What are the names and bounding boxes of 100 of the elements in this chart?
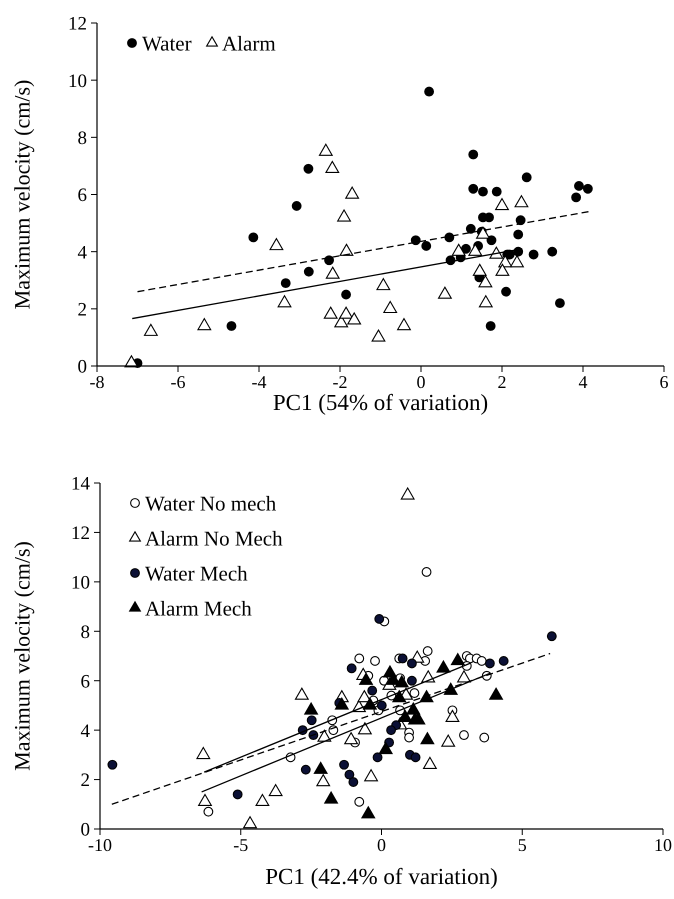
point	[476, 656, 487, 666]
y-tick-label: 6	[80, 671, 90, 692]
point	[358, 722, 372, 734]
point	[486, 235, 496, 246]
point	[450, 653, 465, 666]
point	[461, 244, 471, 254]
legend-label: Alarm No Mech	[145, 526, 284, 550]
point	[571, 192, 582, 202]
y-tick-label: 8	[80, 622, 90, 643]
point	[270, 238, 284, 250]
point	[248, 232, 258, 242]
point	[510, 255, 524, 268]
point	[304, 266, 314, 277]
point	[404, 732, 414, 742]
y-tick-label: 6	[78, 185, 87, 206]
point	[364, 769, 378, 782]
legend-label: Alarm Mech	[145, 596, 252, 620]
point	[528, 250, 539, 260]
point	[410, 235, 421, 246]
point	[420, 732, 434, 744]
point	[243, 816, 257, 828]
x-tick-label: -5	[233, 835, 248, 855]
point	[326, 266, 340, 279]
x-tick-label: -4	[252, 372, 266, 392]
point	[361, 806, 376, 818]
point	[410, 752, 420, 762]
point	[124, 355, 138, 368]
point	[398, 654, 408, 664]
y-axis-title: Maximum velocity (cm/s)	[10, 541, 35, 771]
legend-label: Water No mech	[145, 491, 277, 516]
point	[422, 646, 433, 656]
point	[383, 300, 398, 314]
x-tick-label: -10	[88, 835, 112, 855]
point	[334, 698, 349, 710]
point	[278, 295, 292, 308]
point	[347, 312, 362, 324]
y-tick-label: 2	[80, 770, 90, 792]
point	[354, 654, 364, 664]
point	[422, 567, 432, 577]
point	[324, 255, 334, 266]
point	[468, 244, 482, 256]
point	[316, 774, 330, 786]
point	[468, 184, 478, 194]
point	[478, 186, 488, 197]
y-tick-label: 10	[68, 70, 87, 92]
y-tick-label: 2	[78, 299, 87, 320]
point	[107, 760, 118, 770]
y-axis-title: Maximum velocity (cm/s)	[10, 80, 35, 310]
x-tick-label: 2	[498, 372, 506, 392]
x-tick-label: 0	[377, 835, 386, 855]
point	[346, 663, 357, 674]
legend-label: Water Mech	[145, 561, 248, 586]
y-tick-label: 4	[80, 720, 90, 742]
point	[344, 770, 354, 780]
point	[372, 752, 382, 762]
point	[554, 298, 565, 308]
point	[144, 324, 158, 336]
point	[489, 688, 503, 700]
point	[466, 224, 476, 234]
point	[378, 742, 393, 754]
point	[300, 764, 311, 775]
x-tick-label: 6	[660, 372, 668, 392]
x-tick-label: 0	[416, 372, 426, 392]
point	[196, 746, 210, 760]
y-tick-label: 0	[80, 820, 90, 841]
point	[424, 86, 434, 97]
point	[294, 688, 309, 700]
point	[398, 710, 412, 722]
point	[446, 710, 460, 722]
y-tick-label: 10	[71, 572, 90, 594]
point	[370, 656, 380, 666]
y-tick-label: 14	[71, 474, 90, 495]
point	[436, 660, 450, 673]
x-tick-label: -8	[90, 372, 104, 392]
point	[324, 306, 338, 319]
point	[348, 777, 358, 787]
point	[394, 675, 409, 688]
point	[582, 184, 593, 194]
point	[452, 244, 466, 256]
point	[374, 614, 384, 624]
point	[397, 318, 411, 330]
y-tick-label: 4	[78, 242, 88, 264]
point	[232, 789, 243, 800]
point	[324, 791, 338, 804]
point	[304, 702, 318, 715]
point	[495, 198, 509, 210]
y-tick-label: 12	[68, 14, 87, 35]
x-tick-label: 5	[518, 835, 527, 855]
x-axis-title: PC1 (54% of variation)	[272, 390, 488, 415]
y-tick-label: 8	[78, 128, 87, 149]
point	[478, 275, 492, 288]
point	[198, 794, 212, 806]
point	[501, 286, 511, 297]
point	[476, 226, 490, 239]
point	[421, 241, 432, 251]
point	[438, 286, 452, 299]
x-tick-label: 4	[578, 372, 588, 392]
point	[410, 688, 420, 698]
point	[522, 172, 532, 182]
point	[496, 264, 510, 276]
